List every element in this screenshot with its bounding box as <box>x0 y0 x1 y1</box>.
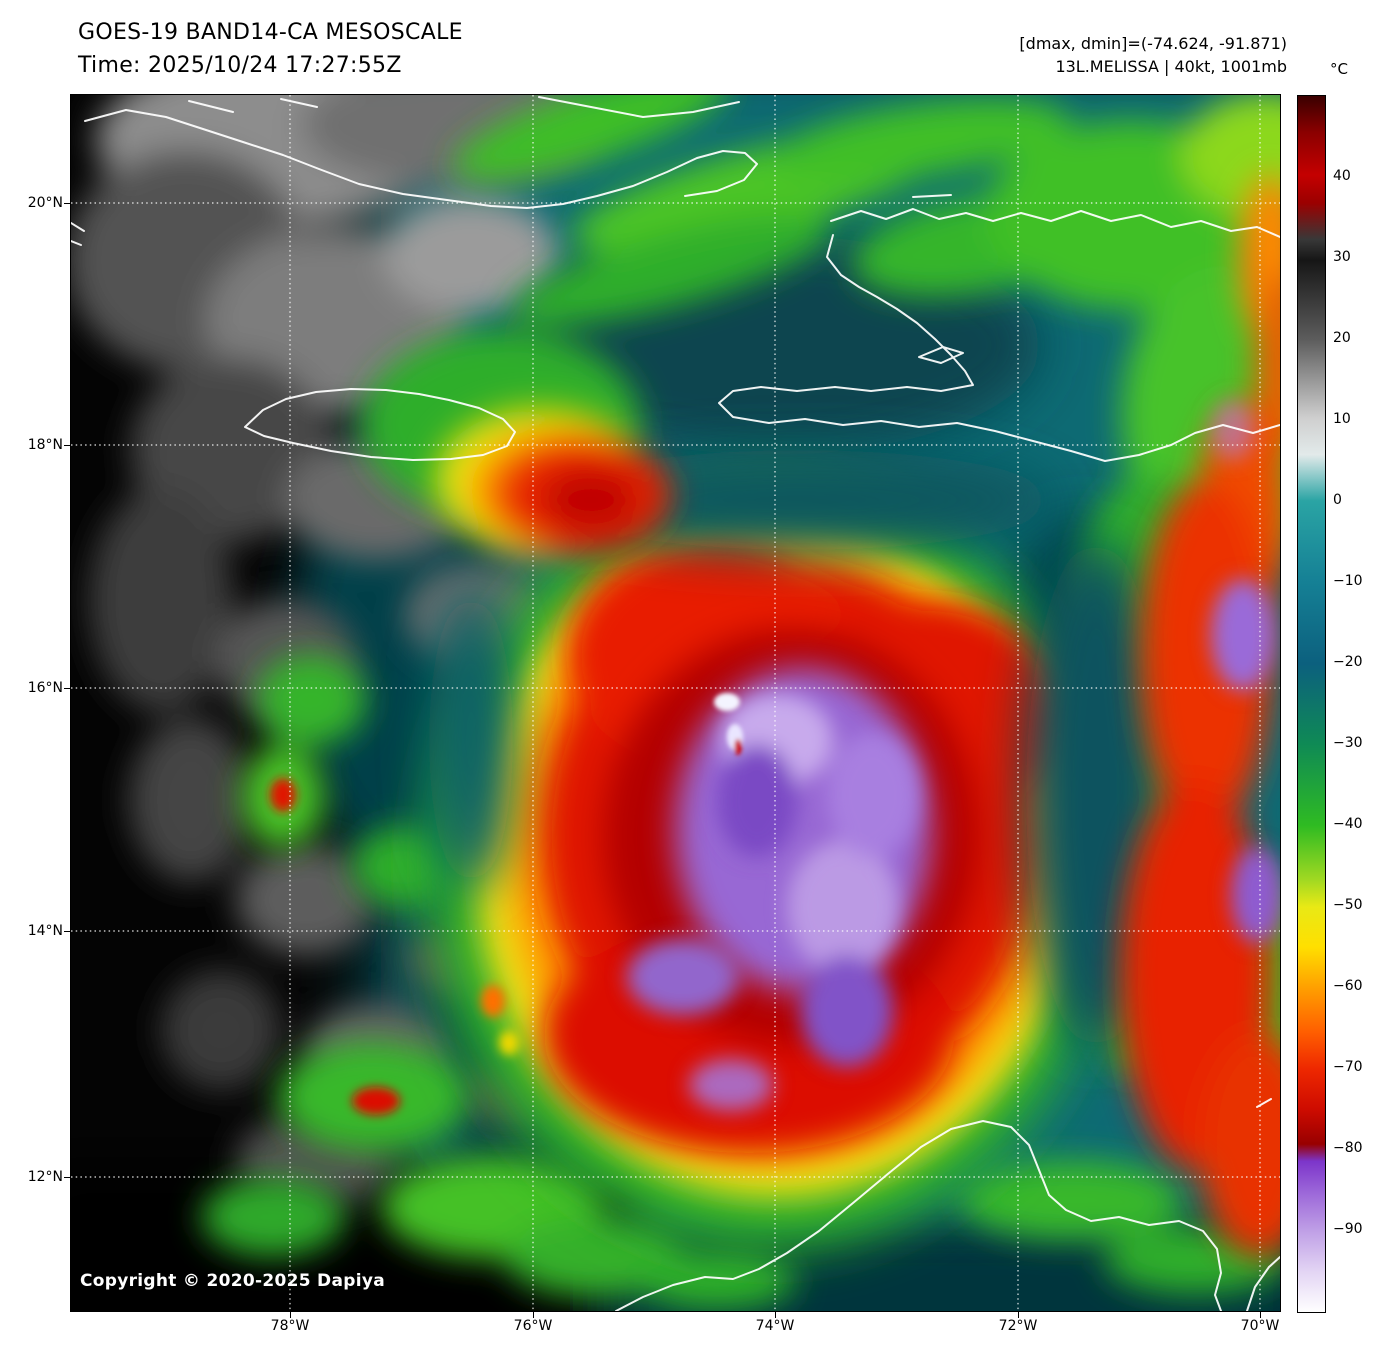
lon-label-70w: 70°W <box>1240 1318 1280 1334</box>
axis-tick-20n <box>64 203 71 204</box>
colorbar-unit-label: °C <box>1330 60 1348 78</box>
overshooting-tops <box>714 693 743 755</box>
hispaniola-north-coastline <box>830 208 1280 238</box>
axis-tick-14n <box>64 931 71 932</box>
small-antilles-island <box>1256 1098 1272 1108</box>
cuba-coastline <box>84 109 758 209</box>
colorbar-tick-n10: −10 <box>1333 573 1363 589</box>
south-america-coastline <box>615 1120 1222 1311</box>
lat-label-20n: 20°N <box>27 195 63 211</box>
lat-label-14n: 14°N <box>27 923 63 939</box>
axis-tick-74w <box>775 1311 776 1318</box>
lon-label-72w: 72°W <box>998 1318 1038 1334</box>
colorbar-tick-n80: −80 <box>1333 1140 1363 1156</box>
page-title: GOES-19 BAND14-CA MESOSCALE <box>78 20 463 45</box>
storm-purple-detail <box>627 400 1280 1111</box>
timestamp: Time: 2025/10/24 17:27:55Z <box>78 53 402 78</box>
lat-label-16n: 16°N <box>27 680 63 696</box>
colorbar <box>1297 95 1326 1313</box>
colorbar-tick-20: 20 <box>1333 330 1351 346</box>
lat-label-12n: 12°N <box>27 1169 63 1185</box>
storm-info: 13L.MELISSA | 40kt, 1001mb <box>1055 57 1287 76</box>
axis-tick-72w <box>1018 1311 1019 1318</box>
lon-label-74w: 74°W <box>755 1318 795 1334</box>
colorbar-tick-n60: −60 <box>1333 978 1363 994</box>
colorbar-tick-n90: −90 <box>1333 1221 1363 1237</box>
satellite-map: Copyright © 2020-2025 Dapiya <box>71 95 1280 1311</box>
venezuela-coast-fragment <box>1246 1256 1280 1311</box>
gonave-island <box>918 346 964 364</box>
small-hot-towers <box>270 778 519 1115</box>
jamaica-coastline <box>244 388 516 461</box>
axis-tick-70w <box>1260 1311 1261 1318</box>
colorbar-tick-n70: −70 <box>1333 1059 1363 1075</box>
info-block: [dmax, dmin]=(-74.624, -91.871) 13L.MELI… <box>1019 32 1287 78</box>
colorbar-tick-30: 30 <box>1333 249 1351 265</box>
axis-tick-12n <box>64 1177 71 1178</box>
tortuga-island <box>912 194 952 198</box>
colorbar-tick-n40: −40 <box>1333 816 1363 832</box>
colorbar-tick-40: 40 <box>1333 168 1351 184</box>
axis-tick-78w <box>290 1311 291 1318</box>
northwest-convection-patch <box>436 408 671 553</box>
colorbar-tick-n50: −50 <box>1333 897 1363 913</box>
lon-label-78w: 78°W <box>270 1318 310 1334</box>
lon-label-76w: 76°W <box>513 1318 553 1334</box>
hispaniola-south-coastline <box>718 234 1280 462</box>
lat-label-18n: 18°N <box>27 437 63 453</box>
colorbar-tick-n30: −30 <box>1333 735 1363 751</box>
satellite-image <box>71 95 1280 1311</box>
axis-tick-18n <box>64 445 71 446</box>
dmax-dmin-readout: [dmax, dmin]=(-74.624, -91.871) <box>1019 34 1287 53</box>
colorbar-tick-0: 0 <box>1333 492 1342 508</box>
cuba-north-coast <box>538 96 740 118</box>
coastlines <box>71 96 1280 1311</box>
cuba-cays <box>71 98 318 246</box>
copyright: Copyright © 2020-2025 Dapiya <box>80 1271 385 1291</box>
axis-tick-16n <box>64 688 71 689</box>
axis-tick-76w <box>533 1311 534 1318</box>
colorbar-tick-n20: −20 <box>1333 654 1363 670</box>
colorbar-tick-10: 10 <box>1333 411 1351 427</box>
grid-lines <box>71 95 1280 1311</box>
title-block: GOES-19 BAND14-CA MESOSCALE Time: 2025/1… <box>78 16 463 82</box>
